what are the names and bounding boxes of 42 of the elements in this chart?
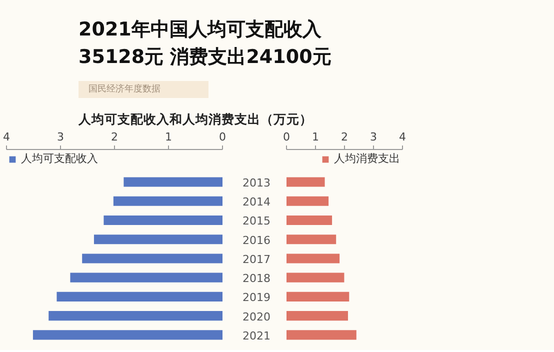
x-tick-label: 1: [165, 130, 172, 144]
y-tick-label: 2013: [242, 176, 271, 190]
x-tick-label: 0: [219, 130, 226, 144]
bar: [286, 254, 340, 264]
bar: [32, 330, 222, 340]
y-tick-label: 2017: [242, 252, 271, 266]
bar: [48, 311, 222, 321]
y-tick-label: 2016: [242, 234, 271, 247]
bar: [56, 292, 222, 302]
bar: [286, 330, 356, 340]
x-tick-label: 2: [111, 130, 118, 144]
bar: [286, 311, 348, 321]
bar: [286, 234, 336, 244]
y-tick-label: 2014: [242, 196, 271, 209]
legend-label: 人均可支配收入: [21, 151, 98, 166]
y-tick-label: 2015: [242, 214, 271, 228]
x-tick-label: 2: [341, 130, 348, 144]
bar: [104, 215, 222, 226]
chart-title: 2021年中国人均可支配收入 35128元 消费支出24100元: [78, 18, 332, 68]
chart-subtitle: 人均可支配收入和人均消费支出（万元）: [78, 112, 312, 126]
bar: [113, 196, 222, 206]
bar: [286, 196, 329, 206]
x-tick-label: 3: [57, 130, 64, 144]
bar: [70, 272, 222, 282]
y-tick-label: 2020: [242, 310, 271, 324]
y-tick-label: 2021: [242, 329, 271, 342]
bar: [286, 177, 325, 187]
legend-label: 人均消费支出: [334, 151, 400, 166]
y-tick-label: 2018: [242, 272, 271, 286]
x-tick-label: 4: [3, 130, 10, 144]
bar: [286, 215, 332, 226]
x-tick-label: 4: [399, 130, 406, 144]
bar: [82, 254, 222, 264]
bar: [286, 292, 350, 302]
x-tick-label: 1: [312, 130, 319, 144]
y-tick-label: 2019: [242, 291, 271, 304]
bar: [124, 177, 222, 187]
bar: [94, 234, 222, 244]
x-tick-label: 0: [283, 130, 290, 144]
x-tick-label: 3: [370, 130, 377, 144]
text: 国民经济年度数据: [88, 84, 160, 94]
bar: [286, 272, 344, 282]
